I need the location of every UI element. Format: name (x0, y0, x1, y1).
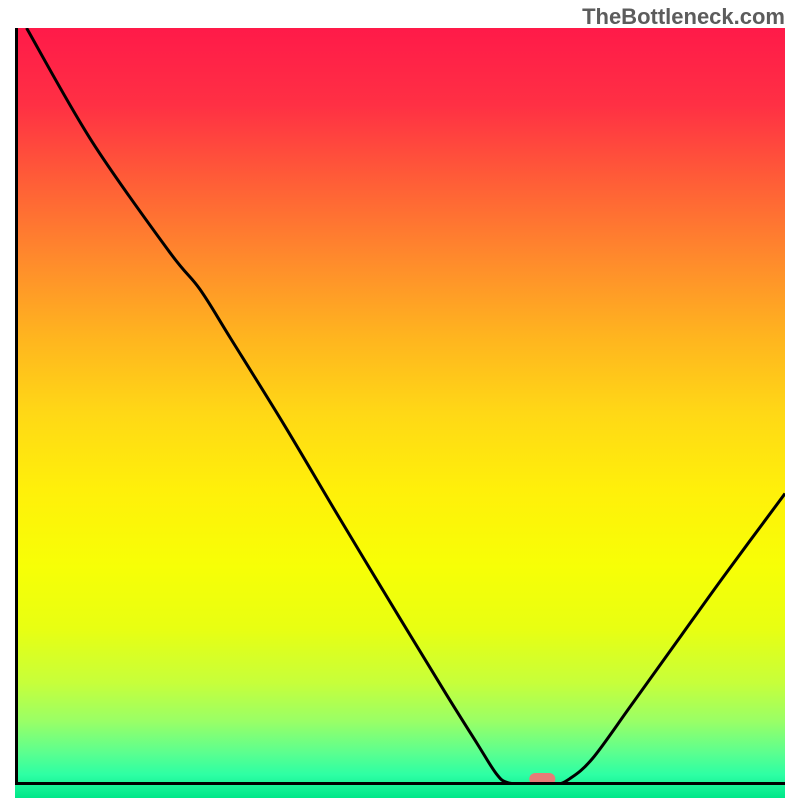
plot-area (15, 28, 785, 785)
chart-container: TheBottleneck.com (0, 0, 800, 800)
bottleneck-curve (15, 28, 785, 785)
watermark-text: TheBottleneck.com (582, 4, 785, 30)
y-axis-border (15, 28, 18, 785)
x-axis-border (15, 782, 785, 785)
